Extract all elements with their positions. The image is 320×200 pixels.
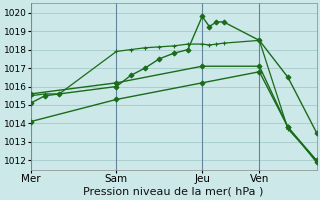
X-axis label: Pression niveau de la mer( hPa ): Pression niveau de la mer( hPa ) <box>84 187 264 197</box>
